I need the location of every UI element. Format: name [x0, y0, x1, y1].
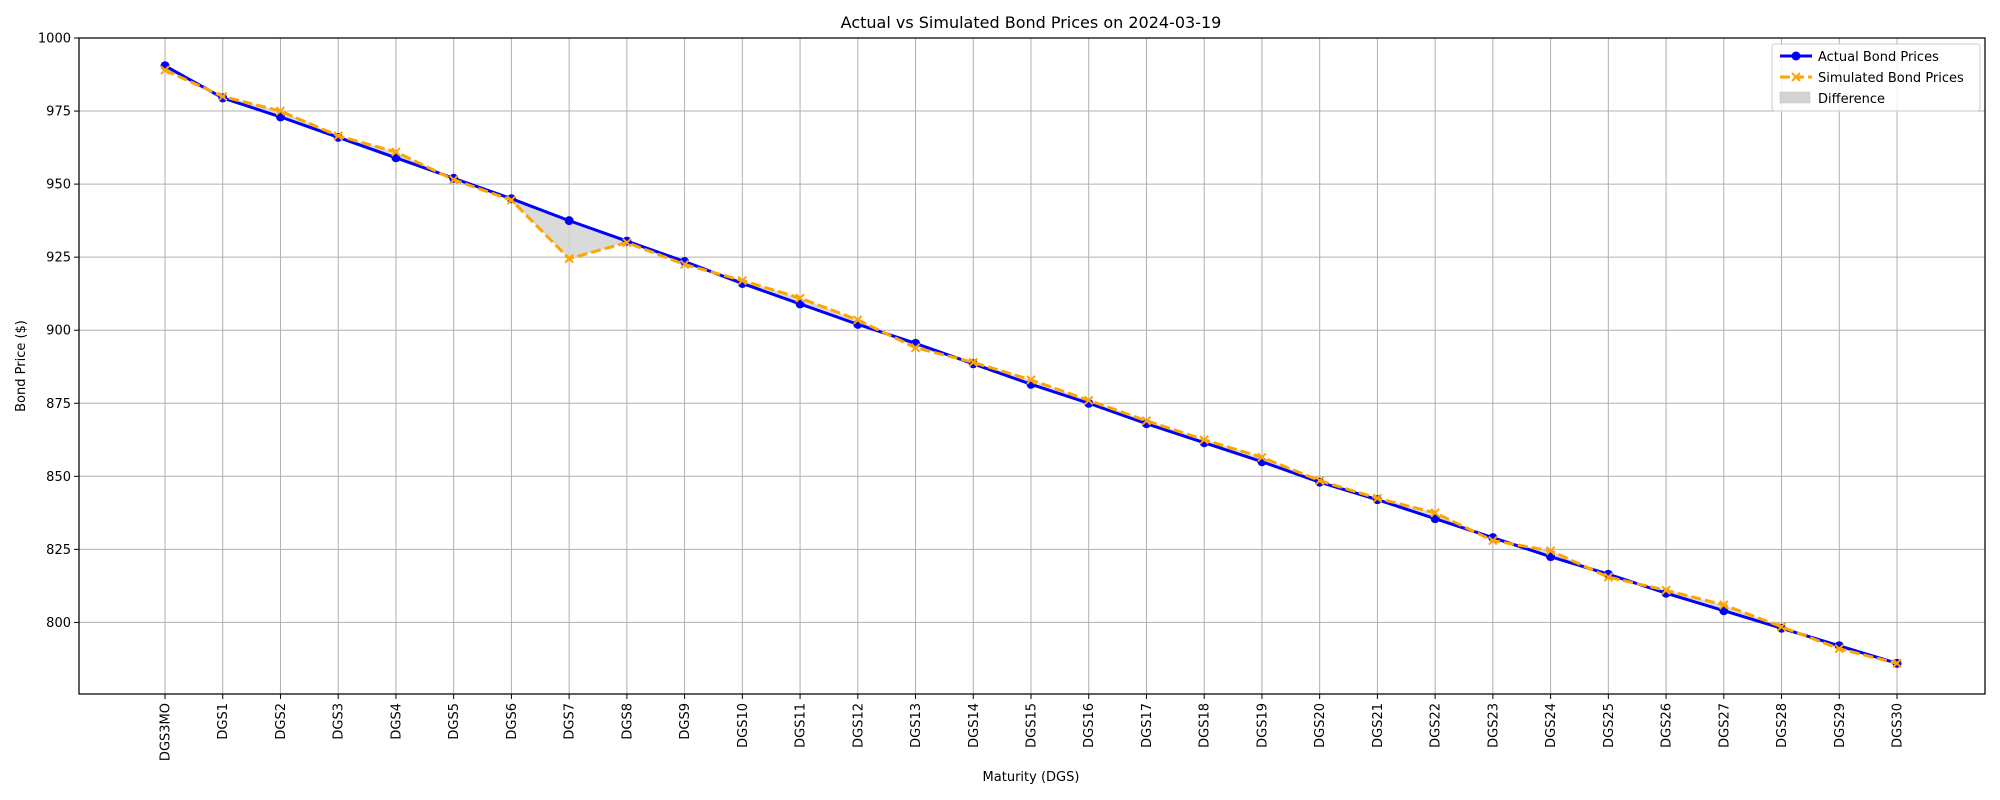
simulated-point [1545, 546, 1556, 556]
legend-entry-simulated: Simulated Bond Prices [1780, 71, 1964, 86]
x-tick-label: DGS13 [909, 703, 924, 748]
legend-difference-swatch [1779, 91, 1811, 104]
y-tick-label: 800 [46, 616, 71, 631]
y-tick-label: 975 [46, 105, 71, 120]
legend-actual-marker [1791, 51, 1801, 61]
simulated-point [1084, 395, 1094, 406]
series-layer [160, 61, 1902, 669]
x-tick-label: DGS9 [678, 703, 693, 740]
simulated-point [853, 315, 863, 325]
x-tick-label: DGS19 [1255, 703, 1270, 748]
x-tick-label: DGS14 [967, 703, 982, 748]
legend-simulated-marker [1791, 72, 1801, 82]
actual-point [564, 216, 574, 226]
x-tick-label: DGS21 [1371, 703, 1386, 748]
simulated-point [1430, 508, 1440, 518]
legend-entry-actual: Actual Bond Prices [1780, 50, 1939, 65]
y-tick-label: 900 [46, 324, 71, 339]
x-tick-label: DGS3 [332, 703, 347, 740]
legend-difference-label: Difference [1818, 92, 1885, 107]
x-tick-label: DGS7 [563, 703, 578, 740]
x-tick-label: DGS4 [389, 703, 404, 740]
chart-title: Actual vs Simulated Bond Prices on 2024-… [841, 13, 1222, 32]
y-axis-ticks: 800 825 850 875 900 925 950 975 1000 [38, 32, 79, 631]
legend-frame [1771, 43, 1981, 112]
x-tick-label: DGS3MO [159, 703, 174, 761]
simulated-point [1257, 452, 1267, 463]
y-tick-label: 825 [46, 543, 71, 558]
x-tick-label: DGS22 [1429, 703, 1444, 748]
x-tick-label: DGS2 [274, 703, 289, 740]
x-axis-ticks: DGS3MO DGS1 DGS2 DGS3 DGS4 DGS5 DGS6 DGS7 DGS8 DG… [159, 694, 1906, 761]
y-tick-label: 925 [46, 251, 71, 266]
simulated-point [218, 91, 228, 102]
x-tick-label: DGS15 [1025, 703, 1040, 748]
simulated-point [1488, 535, 1498, 546]
simulated-point [333, 131, 343, 141]
axes-frame [78, 37, 1986, 695]
x-tick-label: DGS26 [1660, 703, 1675, 748]
x-tick-label: DGS25 [1602, 703, 1617, 748]
grid [79, 37, 1985, 694]
x-tick-label: DGS29 [1833, 703, 1848, 748]
plot-area: DGS3MO DGS1 DGS2 DGS3 DGS4 DGS5 DGS6 DGS7 DGS8 DG… [38, 32, 1986, 761]
simulated-point [622, 237, 632, 248]
x-tick-label: DGS18 [1198, 703, 1213, 748]
y-tick-label: 1000 [38, 32, 71, 47]
x-axis-label: Maturity (DGS) [983, 770, 1080, 785]
simulated-point [506, 195, 517, 205]
x-tick-label: DGS17 [1140, 703, 1155, 748]
simulated-point [1026, 375, 1036, 385]
simulated-point [448, 175, 459, 185]
x-tick-label: DGS12 [851, 703, 866, 748]
simulated-point [1661, 585, 1671, 595]
simulated-point [1372, 493, 1383, 503]
y-tick-label: 875 [46, 397, 71, 412]
x-tick-label: DGS1 [216, 703, 231, 740]
simulated-point [1719, 600, 1729, 610]
x-tick-label: DGS23 [1486, 703, 1501, 748]
simulated-point [160, 65, 170, 75]
series-simulated [160, 65, 1902, 669]
simulated-point [275, 106, 286, 116]
simulated-point [1776, 622, 1787, 632]
x-tick-label: DGS11 [794, 703, 809, 748]
x-tick-label: DGS27 [1717, 703, 1732, 748]
y-tick-label: 950 [46, 178, 71, 193]
simulated-point [1603, 572, 1614, 582]
legend-entry-difference: Difference [1779, 91, 1885, 107]
simulated-point [564, 253, 574, 264]
simulated-point [1834, 644, 1844, 654]
simulated-point [1141, 416, 1152, 426]
x-tick-label: DGS16 [1082, 703, 1097, 748]
x-tick-label: DGS28 [1775, 703, 1790, 748]
simulated-point [1892, 658, 1902, 669]
y-tick-label: 850 [46, 470, 71, 485]
simulated-point [910, 343, 921, 353]
simulated-point [795, 293, 805, 303]
y-axis-label: Bond Price ($) [14, 320, 29, 412]
x-tick-label: DGS10 [736, 703, 751, 748]
x-tick-label: DGS30 [1891, 703, 1906, 748]
simulated-point [1199, 435, 1209, 445]
legend-actual-label: Actual Bond Prices [1818, 50, 1939, 65]
x-tick-label: DGS24 [1544, 703, 1559, 748]
simulated-point [968, 357, 978, 368]
legend-simulated-label: Simulated Bond Prices [1818, 71, 1964, 86]
x-tick-label: DGS6 [505, 703, 520, 740]
x-tick-label: DGS5 [447, 703, 462, 740]
simulated-point [737, 275, 748, 286]
simulated-point [391, 147, 401, 157]
legend: Actual Bond Prices Simulated Bond Prices… [1771, 43, 1981, 112]
simulated-point [1314, 475, 1325, 486]
x-tick-label: DGS20 [1313, 703, 1328, 748]
simulated-point [679, 259, 690, 270]
x-tick-label: DGS8 [620, 703, 635, 740]
